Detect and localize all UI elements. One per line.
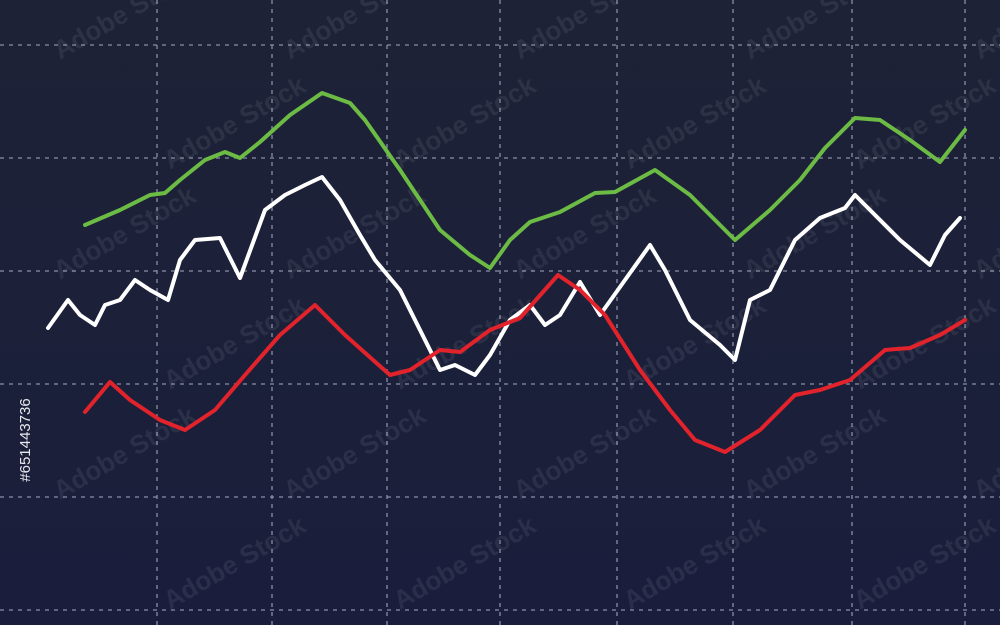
lines (46, 91, 967, 454)
stock-id: #651443736 (17, 398, 34, 481)
line (83, 91, 967, 270)
line (83, 273, 967, 454)
line (46, 175, 962, 377)
